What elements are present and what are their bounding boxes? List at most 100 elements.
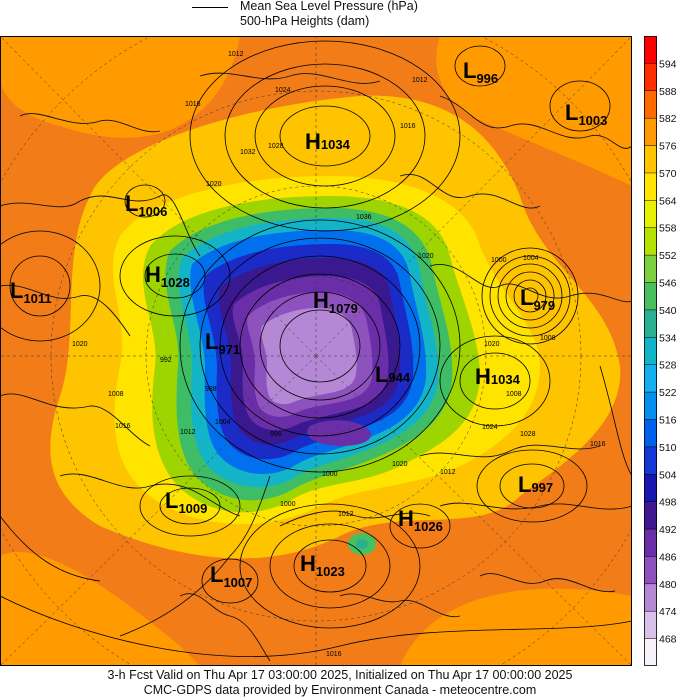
contour-label: 1008 bbox=[540, 335, 556, 342]
contour-label: 1012 bbox=[338, 511, 354, 518]
contour-label: 1004 bbox=[215, 419, 231, 426]
map-footer: 3-h Fcst Valid on Thu Apr 17 03:00:00 20… bbox=[0, 668, 680, 698]
pressure-center-high: H1034 bbox=[305, 129, 351, 154]
colorbar-swatch bbox=[644, 63, 657, 92]
contour-labels: 1012 1024 1016 1028 1020 1032 1016 1012 … bbox=[72, 51, 606, 658]
colorbar-tick-label: 582 bbox=[659, 113, 677, 125]
colorbar-tick-label: 588 bbox=[659, 86, 677, 98]
pressure-center-low: L997 bbox=[518, 472, 553, 497]
pressure-center-high: H1034 bbox=[475, 364, 521, 389]
colorbar-tick-label: 552 bbox=[659, 250, 677, 262]
colorbar-tick-label: 570 bbox=[659, 168, 677, 180]
contour-label: 1012 bbox=[228, 51, 244, 58]
colorbar-swatch bbox=[644, 282, 657, 311]
pressure-center-low: L1011 bbox=[10, 278, 52, 306]
pressure-center-low: L1006 bbox=[125, 191, 167, 219]
colorbar-swatch bbox=[644, 90, 657, 119]
legend-label-heights: 500-hPa Heights (dam) bbox=[240, 14, 370, 28]
contour-label: 1000 bbox=[280, 501, 296, 508]
contour-label: 1020 bbox=[418, 253, 434, 260]
colorbar-swatch bbox=[644, 309, 657, 338]
colorbar-tick-label: 546 bbox=[659, 278, 677, 290]
colorbar-tick-label: 468 bbox=[659, 634, 677, 646]
map-frame bbox=[0, 36, 632, 666]
colorbar-swatch bbox=[644, 529, 657, 557]
colorbar-tick-label: 528 bbox=[659, 360, 677, 372]
colorbar-swatch bbox=[644, 118, 657, 147]
colorbar-swatch bbox=[644, 255, 657, 284]
colorbar-swatch bbox=[644, 364, 657, 393]
data-credit-text: CMC-GDPS data provided by Environment Ca… bbox=[143, 683, 537, 697]
height-band-582-ne bbox=[436, 36, 632, 186]
contour-label: 1016 bbox=[185, 101, 201, 108]
colorbar-swatch bbox=[644, 227, 657, 256]
contour-label: 1012 bbox=[180, 429, 196, 436]
contour-label: 1008 bbox=[108, 391, 124, 398]
map-legend: Mean Sea Level Pressure (hPa) 500-hPa He… bbox=[0, 0, 680, 36]
colorbar-tick-label: 510 bbox=[659, 442, 677, 454]
contour-label: 1028 bbox=[520, 431, 536, 438]
contour-label: 992 bbox=[160, 357, 172, 364]
contour-label: 1028 bbox=[268, 143, 284, 150]
pressure-center-high: H1026 bbox=[398, 506, 443, 534]
colorbar-swatch bbox=[644, 145, 657, 174]
height-band-582-se bbox=[400, 588, 632, 666]
pressure-center-low: L944 bbox=[375, 362, 411, 387]
height-band-582-sw bbox=[0, 552, 200, 666]
pressure-center-low: L1007 bbox=[210, 562, 252, 590]
height-band-lobe bbox=[307, 420, 371, 446]
colorbar-swatch bbox=[644, 501, 657, 530]
contour-label: 1024 bbox=[275, 87, 291, 94]
contour-label: 1016 bbox=[400, 123, 416, 130]
pressure-center-high: H1028 bbox=[145, 262, 190, 290]
legend-line-symbol bbox=[192, 7, 228, 8]
pressure-centers: L996 L1003 H1034 L1006 H1028 L1011 H1079… bbox=[10, 58, 607, 590]
contour-label: 1000 bbox=[322, 471, 338, 478]
legend-label-mslp: Mean Sea Level Pressure (hPa) bbox=[240, 0, 418, 13]
colorbar-frame bbox=[644, 36, 657, 666]
coastlines bbox=[0, 72, 632, 662]
height-band-cutoff-core bbox=[356, 539, 368, 549]
colorbar-tick-label: 492 bbox=[659, 524, 677, 536]
pressure-center-low: L996 bbox=[463, 58, 498, 86]
colorbar-swatch bbox=[644, 556, 657, 585]
contour-label: 1016 bbox=[590, 441, 606, 448]
colorbar-swatch bbox=[644, 611, 657, 640]
pressure-center-low: L1009 bbox=[165, 488, 207, 516]
forecast-valid-text: 3-h Fcst Valid on Thu Apr 17 03:00:00 20… bbox=[107, 668, 573, 682]
pressure-center-low: L1003 bbox=[565, 100, 607, 128]
contour-label: 996 bbox=[270, 431, 282, 438]
isobars bbox=[0, 40, 632, 657]
colorbar-tick-label: 516 bbox=[659, 414, 677, 426]
pressure-center-high: H1079 bbox=[313, 288, 358, 316]
contour-label: 1020 bbox=[392, 461, 408, 468]
contour-label: 1020 bbox=[484, 341, 500, 348]
contour-label: 1008 bbox=[506, 391, 522, 398]
contour-label: 1020 bbox=[206, 181, 222, 188]
colorbar-tick-label: 504 bbox=[659, 469, 677, 481]
colorbar-swatch bbox=[644, 419, 657, 448]
colorbar-swatch bbox=[644, 583, 657, 612]
colorbar-swatch bbox=[644, 200, 657, 229]
colorbar-swatch bbox=[644, 337, 657, 366]
contour-label: 988 bbox=[205, 386, 217, 393]
pressure-center-high: H1023 bbox=[300, 551, 345, 579]
colorbar-swatch bbox=[644, 446, 657, 475]
contour-label: 1016 bbox=[326, 651, 342, 658]
height-band-582 bbox=[0, 36, 240, 138]
colorbar-swatch bbox=[644, 638, 657, 666]
colorbar-tick-label: 480 bbox=[659, 579, 677, 591]
colorbar-tick-label: 594 bbox=[659, 58, 677, 70]
colorbar-tick-label: 486 bbox=[659, 551, 677, 563]
colorbar-tick-label: 558 bbox=[659, 223, 677, 235]
contour-label: 1012 bbox=[412, 77, 428, 84]
contour-label: 1012 bbox=[440, 469, 456, 476]
colorbar-swatch bbox=[644, 392, 657, 420]
pressure-center-low: L971 bbox=[205, 329, 240, 357]
colorbar-swatch bbox=[644, 172, 657, 201]
contour-label: 1020 bbox=[72, 341, 88, 348]
colorbar-tick-label: 564 bbox=[659, 195, 677, 207]
pressure-center-low: L979 bbox=[520, 285, 555, 313]
colorbar-tick-label: 474 bbox=[659, 606, 677, 618]
weather-map: 1012 1024 1016 1028 1020 1032 1016 1012 … bbox=[0, 36, 632, 666]
